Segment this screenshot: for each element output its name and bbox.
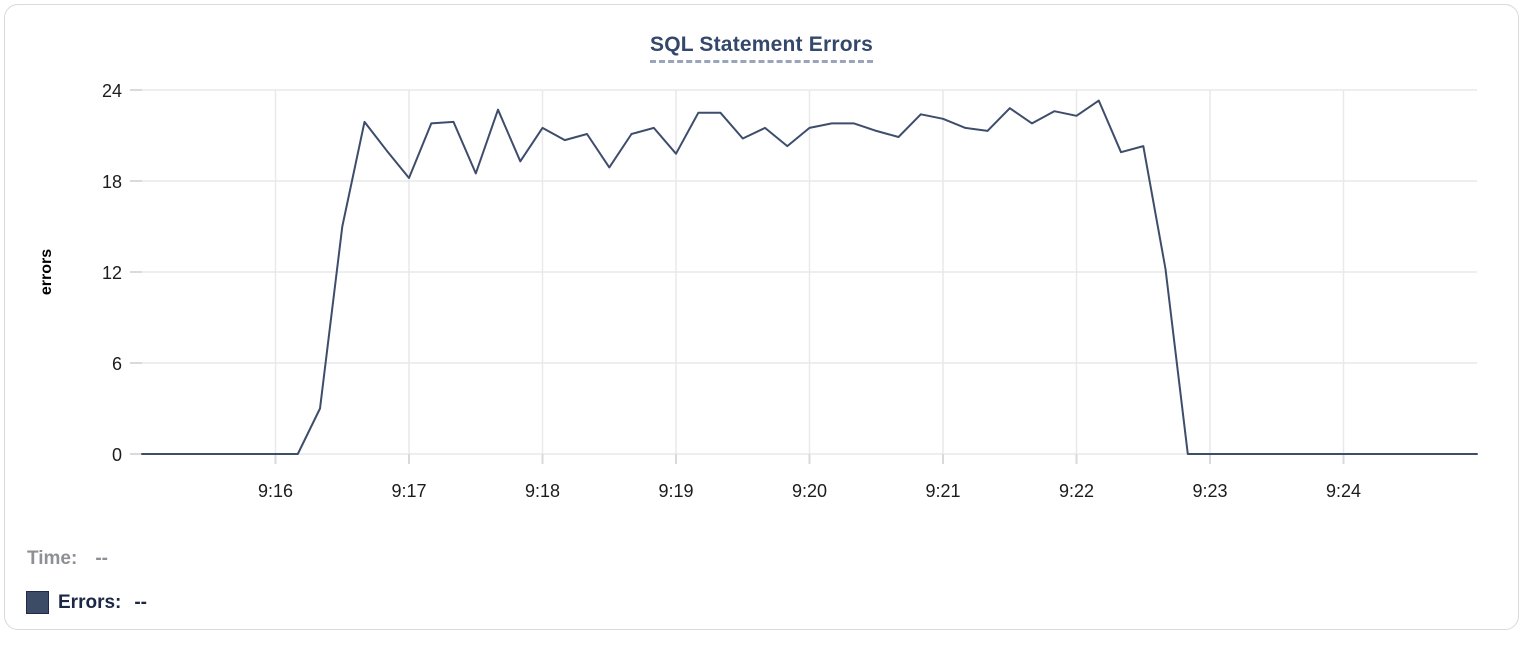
y-tick-label: 18 [102, 172, 122, 192]
x-tick-label: 9:20 [792, 481, 827, 501]
errors-value: -- [134, 591, 148, 613]
chart-title[interactable]: SQL Statement Errors [649, 33, 873, 63]
y-tick-label: 6 [112, 354, 122, 374]
legend-errors-row: Errors: -- [26, 591, 147, 614]
axis-tick-marks [130, 89, 1345, 464]
y-tick-label: 12 [102, 263, 122, 283]
errors-chart[interactable]: 0 6 12 18 24 9:16 9:17 9:18 9:19 9:20 9:21 9:22 9:23… [5, 5, 1528, 517]
chart-card: SQL Statement Errors 0 6 12 18 24 9:16 9:17 9:1… [4, 4, 1519, 630]
y-tick-label: 0 [112, 445, 122, 465]
hover-readout-time: Time: -- [27, 548, 108, 570]
axis-tick-labels: 0 6 12 18 24 9:16 9:17 9:18 9:19 9:20 9:21 9:22 9:23… [102, 81, 1361, 501]
x-tick-label: 9:23 [1192, 481, 1227, 501]
x-tick-label: 9:24 [1326, 481, 1361, 501]
x-tick-label: 9:18 [525, 481, 560, 501]
y-axis-title: errors [38, 249, 55, 295]
chart-header: SQL Statement Errors [5, 33, 1518, 63]
x-tick-label: 9:21 [925, 481, 960, 501]
time-value: -- [95, 548, 108, 569]
x-tick-label: 9:16 [258, 481, 293, 501]
y-tick-label: 24 [102, 81, 122, 101]
x-tick-label: 9:19 [658, 481, 693, 501]
time-label: Time: [27, 548, 78, 569]
errors-series-swatch [26, 591, 49, 614]
gridlines [135, 89, 1477, 455]
errors-series-line [141, 99, 1478, 455]
errors-label: Errors: [58, 591, 122, 613]
x-tick-label: 9:22 [1059, 481, 1094, 501]
x-tick-label: 9:17 [391, 481, 426, 501]
